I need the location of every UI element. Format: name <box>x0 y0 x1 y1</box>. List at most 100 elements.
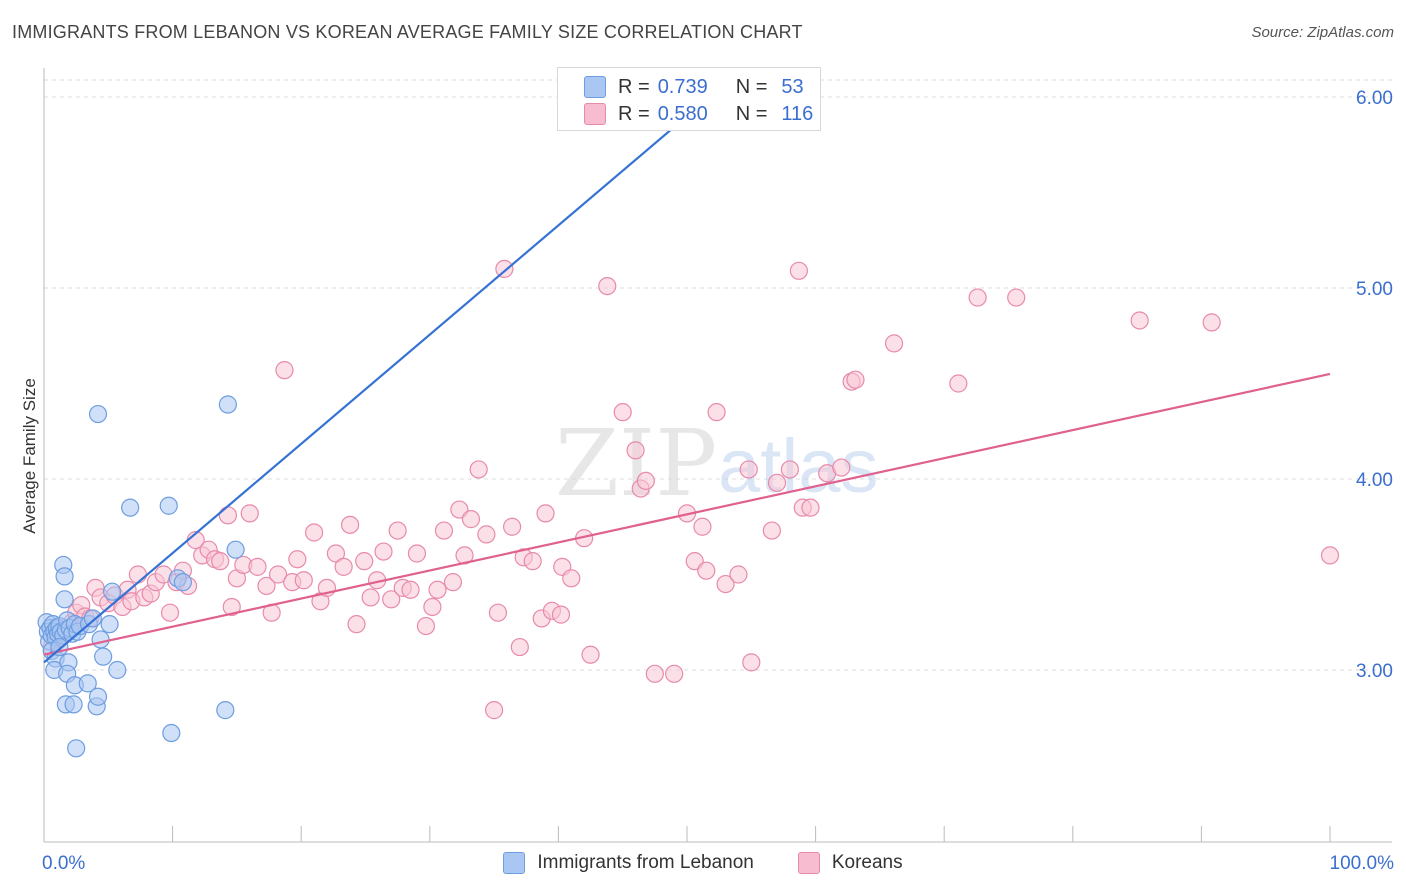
korean-point <box>613 403 632 422</box>
source-label: Source: ZipAtlas.com <box>1251 24 1394 41</box>
lebanon-point <box>78 674 97 693</box>
lebanon-point <box>226 540 245 559</box>
korean-point <box>884 334 904 353</box>
axes <box>43 68 1392 843</box>
lebanon-point <box>91 630 110 649</box>
korean-point <box>222 597 241 617</box>
korean-point <box>645 664 664 683</box>
korean-point <box>275 361 294 380</box>
korean-point <box>374 542 393 561</box>
korean-point <box>742 653 761 672</box>
legend-swatch-lebanon <box>584 76 606 98</box>
korean-point <box>581 645 600 664</box>
korean-point <box>949 374 968 393</box>
lebanon-point <box>64 695 83 714</box>
legend-n-value: 53 <box>781 75 804 98</box>
lebanon-point <box>83 609 102 628</box>
watermark: ZIP atlas <box>555 410 879 517</box>
korean-point <box>294 571 313 590</box>
korean-point <box>697 561 716 580</box>
korean-point <box>257 576 276 596</box>
korean-point <box>218 506 237 525</box>
korean-point <box>407 544 427 563</box>
y-tick-labels: 3.00 4.00 5.00 6.00 <box>1356 88 1393 682</box>
korean-point <box>968 288 987 307</box>
korean-point <box>485 701 504 720</box>
korean-point <box>551 605 571 624</box>
korean-point <box>211 552 230 571</box>
legend-swatch-lebanon <box>503 852 526 874</box>
lebanon-point <box>218 395 237 414</box>
y-axis-label: Average Family Size <box>20 378 39 534</box>
korean-point <box>729 565 748 584</box>
legend-swatch-korean <box>584 103 606 125</box>
lebanon-point <box>94 647 113 666</box>
lebanon-point <box>162 723 181 743</box>
korean-point <box>388 521 407 540</box>
korean-point <box>716 574 735 594</box>
korean-point <box>268 565 288 584</box>
x-tick-label-min: 0.0% <box>42 853 85 874</box>
legend-n-label: N = <box>735 102 768 125</box>
lebanon-point <box>216 701 235 720</box>
korean-point <box>355 552 374 571</box>
lebanon-point <box>103 582 122 601</box>
lebanon-point <box>88 404 108 424</box>
korean-point <box>1007 288 1026 307</box>
korean-points <box>42 259 1340 720</box>
korean-point <box>536 504 555 523</box>
trend-lines <box>43 115 1331 664</box>
lebanon-point <box>159 496 178 515</box>
lebanon-point <box>121 498 140 517</box>
legend-r-label: R = <box>618 75 650 98</box>
korean-point <box>1130 311 1149 330</box>
korean-point <box>832 458 851 477</box>
correlation-legend: R = 0.739 N = 53 R = 0.580 N = 116 <box>557 67 821 131</box>
y-tick-label: 4.00 <box>1356 470 1393 491</box>
korean-point <box>416 616 436 636</box>
legend-item-lebanon[interactable]: Immigrants from Lebanon <box>503 852 754 874</box>
korean-point <box>469 460 488 479</box>
korean-point <box>461 510 481 529</box>
korean-point <box>128 565 147 584</box>
korean-point <box>789 261 808 280</box>
legend-n-label: N = <box>735 75 768 98</box>
korean-point <box>488 603 508 622</box>
korean-point <box>510 637 529 657</box>
legend-swatch-korean <box>797 852 820 874</box>
legend-n-value: 116 <box>781 102 814 125</box>
lebanon-point <box>100 615 119 634</box>
korean-point <box>780 460 799 479</box>
lebanon-point <box>88 687 108 706</box>
korean-point <box>160 603 180 622</box>
y-tick-label: 6.00 <box>1356 88 1393 109</box>
korean-point <box>707 403 726 422</box>
korean-point <box>361 588 380 607</box>
x-tick-labels: 0.0% 100.0% <box>42 853 1394 874</box>
korean-point <box>340 515 360 534</box>
korean-point <box>767 473 787 492</box>
korean-point <box>443 573 463 592</box>
legend-item-korean[interactable]: Koreans <box>797 852 903 874</box>
korean-point <box>562 569 581 588</box>
legend-r-value: 0.580 <box>657 102 708 125</box>
korean-point <box>240 504 259 523</box>
korean-point <box>739 460 758 479</box>
korean-point <box>477 525 496 544</box>
korean-point <box>1202 313 1221 332</box>
korean-point <box>382 590 401 609</box>
lebanon-point <box>55 590 74 609</box>
korean-point <box>801 498 820 517</box>
korean-point <box>434 521 454 540</box>
korean-point <box>423 597 442 617</box>
korean-point <box>304 523 324 542</box>
korean-point <box>428 580 447 599</box>
y-tick-label: 5.00 <box>1356 279 1393 300</box>
legend-r-value: 0.739 <box>657 75 708 98</box>
korean-point <box>347 615 366 634</box>
korean-point <box>523 552 542 571</box>
korean-trend-line <box>43 372 1331 656</box>
korean-point <box>503 517 522 536</box>
korean-point <box>665 664 684 683</box>
